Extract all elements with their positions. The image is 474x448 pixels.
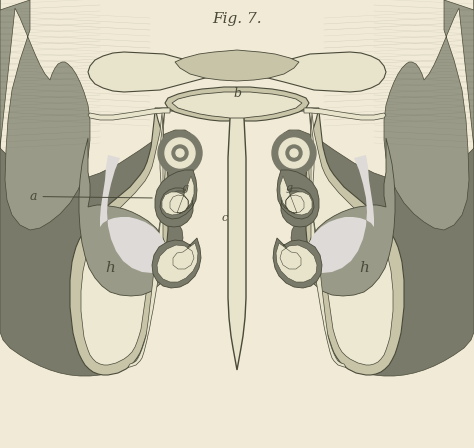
Polygon shape [309, 113, 393, 365]
Circle shape [279, 138, 309, 168]
Polygon shape [172, 92, 302, 118]
Circle shape [272, 131, 316, 175]
Polygon shape [277, 170, 319, 227]
Polygon shape [81, 113, 165, 365]
Polygon shape [282, 0, 474, 376]
Polygon shape [228, 100, 246, 370]
Polygon shape [309, 108, 346, 367]
Text: g: g [285, 183, 292, 193]
Polygon shape [162, 176, 194, 215]
Polygon shape [128, 108, 165, 367]
Circle shape [158, 131, 202, 175]
Polygon shape [306, 155, 374, 273]
Polygon shape [70, 108, 404, 375]
Circle shape [290, 149, 298, 157]
Text: a: a [30, 190, 152, 203]
Polygon shape [79, 138, 168, 296]
Text: h: h [105, 261, 115, 275]
Polygon shape [152, 238, 201, 288]
Polygon shape [165, 87, 309, 121]
Circle shape [286, 145, 302, 161]
Polygon shape [100, 155, 168, 273]
Polygon shape [0, 0, 192, 376]
Text: c: c [222, 213, 228, 223]
Polygon shape [280, 176, 312, 215]
Text: g: g [182, 183, 189, 193]
Polygon shape [88, 52, 386, 92]
Circle shape [165, 138, 195, 168]
Polygon shape [273, 238, 322, 288]
Polygon shape [157, 243, 198, 282]
Polygon shape [304, 108, 386, 120]
Text: b: b [233, 87, 241, 100]
Polygon shape [384, 0, 474, 230]
Polygon shape [175, 50, 299, 81]
Text: h: h [359, 261, 369, 275]
Circle shape [176, 149, 184, 157]
Text: Fig. 7.: Fig. 7. [212, 12, 262, 26]
Polygon shape [276, 243, 317, 282]
Polygon shape [155, 170, 197, 227]
Polygon shape [306, 138, 395, 296]
Polygon shape [88, 108, 170, 120]
Polygon shape [0, 0, 90, 230]
Circle shape [172, 145, 188, 161]
